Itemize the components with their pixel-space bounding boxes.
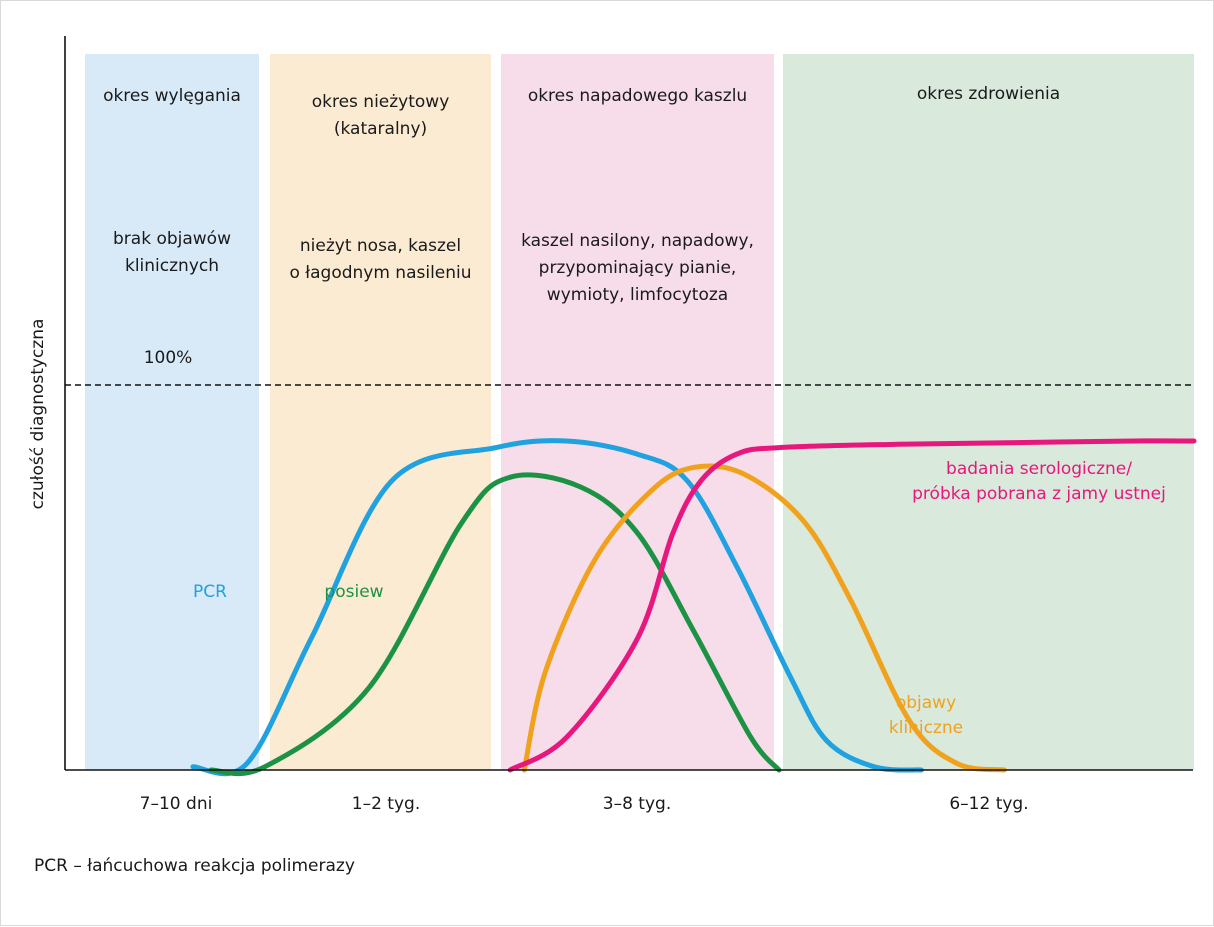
period-band: [501, 54, 774, 770]
series-labels: PCR posiew objawy kliniczne badania serologi…: [193, 459, 1166, 738]
series-label-objawy-kliniczne: objawy: [896, 693, 956, 713]
series-line-objawy-kliniczne: [521, 463, 1007, 773]
x-tick-label: 3–8 tyg.: [603, 794, 671, 814]
period-symptoms: brak objawów: [113, 229, 231, 249]
period-labels: okres wylęgania brak objawów klinicznych ok…: [103, 84, 1060, 305]
x-tick-label: 6–12 tyg.: [949, 794, 1028, 814]
period-symptoms: nieżyt nosa, kaszel: [300, 236, 461, 256]
period-band: [85, 54, 259, 770]
period-band: [783, 54, 1194, 770]
series-line-pcr: [190, 438, 924, 777]
period-symptoms: wymioty, limfocytoza: [547, 285, 728, 305]
period-bands: [85, 54, 1194, 770]
x-axis-labels: 7–10 dni 1–2 tyg. 3–8 tyg. 6–12 tyg.: [140, 794, 1029, 814]
period-symptoms: przypominający pianie,: [539, 258, 737, 278]
period-title: okres wylęgania: [103, 86, 241, 106]
period-title: okres zdrowienia: [917, 84, 1060, 104]
period-band: [270, 54, 491, 770]
reference-line-group: 100%: [65, 348, 1193, 386]
series-label-objawy-kliniczne: kliniczne: [889, 718, 963, 738]
period-symptoms: o łagodnym nasileniu: [289, 263, 471, 283]
x-tick-label: 7–10 dni: [140, 794, 213, 814]
series-label-pcr: PCR: [193, 582, 227, 602]
footnote: PCR – łańcuchowa reakcja polimerazy: [34, 856, 355, 876]
reference-line-label: 100%: [144, 348, 193, 368]
period-title: (kataralny): [334, 119, 427, 139]
series-line-posiew: [208, 472, 782, 777]
series-label-badania-serologiczne: badania serologiczne/: [946, 459, 1132, 479]
series-label-posiew: posiew: [324, 582, 383, 602]
period-symptoms: kaszel nasilony, napadowy,: [521, 231, 754, 251]
y-axis-title: czułość diagnostyczna: [28, 319, 48, 510]
series-line-badania-serologiczne: [507, 438, 1197, 773]
series-curves: [190, 438, 1197, 777]
period-symptoms: klinicznych: [125, 256, 219, 276]
period-title: okres napadowego kaszlu: [528, 86, 747, 106]
series-label-badania-serologiczne: próbka pobrana z jamy ustnej: [912, 484, 1166, 504]
x-tick-label: 1–2 tyg.: [352, 794, 420, 814]
period-title: okres nieżytowy: [312, 92, 450, 112]
axes: [64, 36, 1193, 771]
